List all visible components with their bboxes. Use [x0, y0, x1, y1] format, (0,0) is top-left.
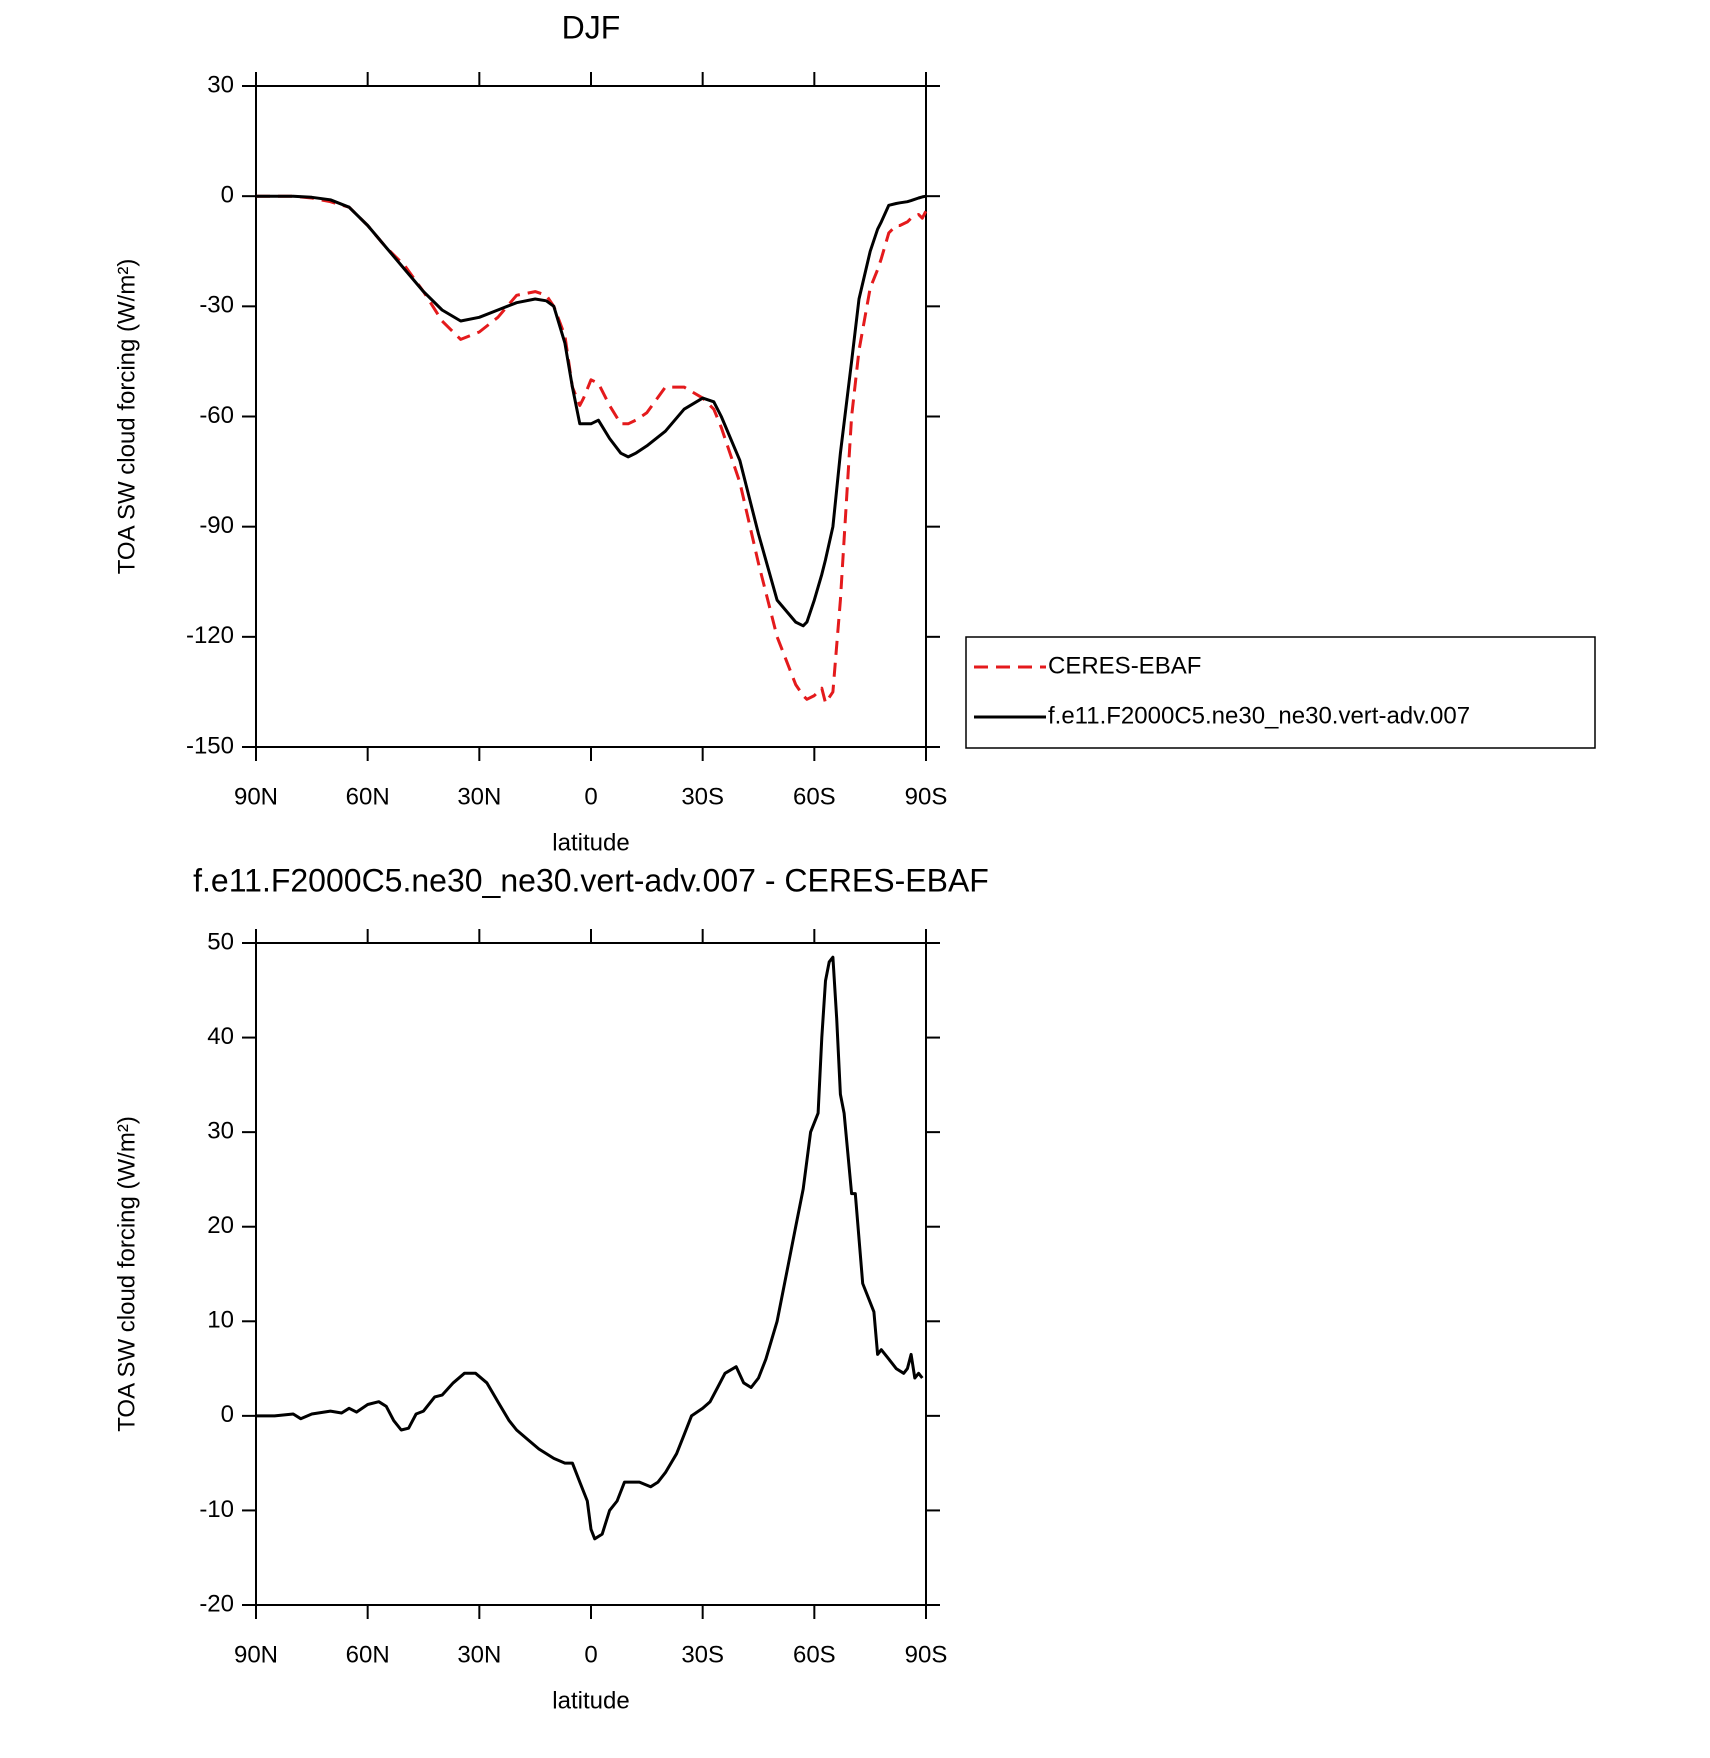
legend-box — [965, 636, 1596, 749]
x-tick-label: 0 — [584, 1641, 597, 1668]
x-tick-label: 90S — [905, 783, 948, 810]
x-axis-label: latitude — [552, 829, 629, 856]
y-axis-label: TOA SW cloud forcing (W/m²) — [113, 259, 140, 575]
plot-frame — [255, 85, 927, 748]
x-tick-label: 90N — [234, 783, 278, 810]
x-axis-label: latitude — [552, 1687, 629, 1714]
x-tick-label: 30N — [457, 783, 501, 810]
y-tick-label: -90 — [199, 512, 234, 539]
chart-title: f.e11.F2000C5.ne30_ne30.vert-adv.007 - C… — [193, 862, 989, 898]
y-tick-label: 0 — [221, 182, 234, 209]
y-tick-label: -20 — [199, 1590, 234, 1617]
x-tick-label: 60N — [346, 1641, 390, 1668]
x-tick-label: 0 — [584, 783, 597, 810]
plot-frame — [255, 942, 927, 1606]
y-tick-label: -10 — [199, 1496, 234, 1523]
x-tick-label: 30S — [681, 1641, 724, 1668]
x-tick-label: 90N — [234, 1641, 278, 1668]
y-tick-label: 30 — [207, 1117, 234, 1144]
line-series — [256, 194, 928, 705]
x-tick-label: 90S — [905, 1641, 948, 1668]
y-tick-label: -150 — [186, 732, 234, 759]
y-tick-label: 50 — [207, 928, 234, 955]
x-tick-label: 30N — [457, 1641, 501, 1668]
x-tick-label: 60S — [793, 783, 836, 810]
legend-label: CERES-EBAF — [1048, 652, 1201, 679]
chart-title: DJF — [562, 9, 621, 45]
line-series — [256, 194, 927, 628]
legend-label: f.e11.F2000C5.ne30_ne30.vert-adv.007 — [1048, 702, 1470, 729]
y-axis-label: TOA SW cloud forcing (W/m²) — [113, 1116, 140, 1432]
y-tick-label: -30 — [199, 292, 234, 319]
y-tick-label: 0 — [221, 1401, 234, 1428]
x-tick-label: 60N — [346, 783, 390, 810]
line-series — [256, 955, 924, 1541]
y-tick-label: 20 — [207, 1212, 234, 1239]
y-tick-label: 30 — [207, 71, 234, 98]
y-tick-label: 10 — [207, 1307, 234, 1334]
x-tick-label: 30S — [681, 783, 724, 810]
y-tick-label: -120 — [186, 622, 234, 649]
y-tick-label: -60 — [199, 402, 234, 429]
y-tick-label: 40 — [207, 1023, 234, 1050]
x-tick-label: 60S — [793, 1641, 836, 1668]
